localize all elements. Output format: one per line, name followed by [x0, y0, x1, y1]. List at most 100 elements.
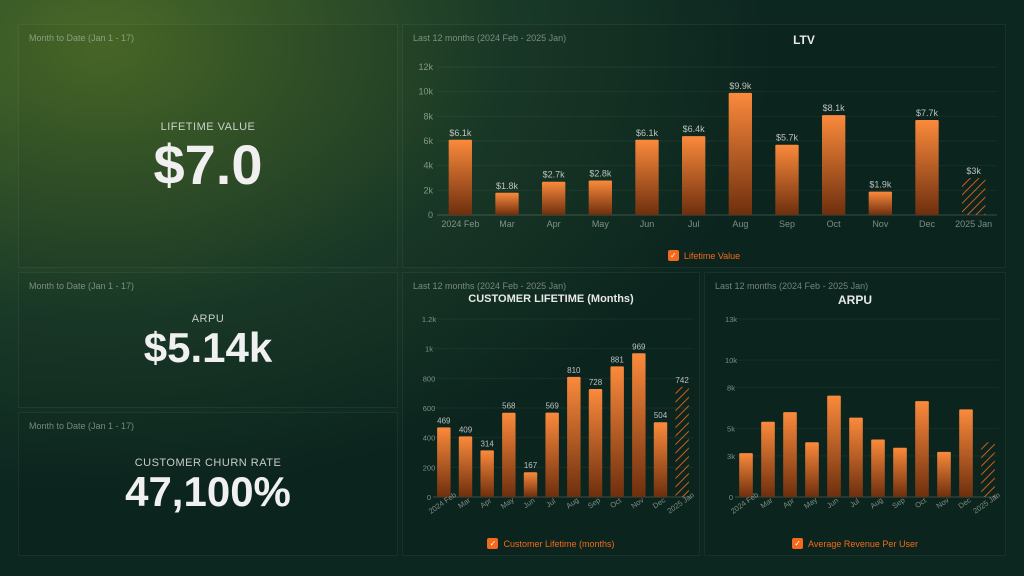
svg-text:$6.4k: $6.4k [683, 124, 706, 134]
svg-text:Jun: Jun [640, 219, 655, 229]
clt-chart-period: Last 12 months (2024 Feb - 2025 Jan) [413, 281, 566, 291]
checkbox-icon[interactable]: ✓ [487, 538, 498, 549]
svg-text:2024 Feb: 2024 Feb [441, 219, 479, 229]
arpu-chart: 03k5k8k10k13k2024 FebMarAprMayJunJulAugS… [705, 309, 1007, 533]
kpi-ltv-label: LIFETIME VALUE [19, 121, 397, 133]
svg-text:8k: 8k [727, 383, 735, 392]
svg-text:$9.9k: $9.9k [729, 81, 752, 91]
svg-text:167: 167 [524, 461, 538, 470]
svg-text:Apr: Apr [478, 496, 493, 510]
ltv-chart-panel: Last 12 months (2024 Feb - 2025 Jan) LTV… [402, 24, 1006, 268]
svg-text:2k: 2k [423, 185, 433, 195]
arpu-chart-title: ARPU [705, 293, 1005, 307]
svg-text:810: 810 [567, 366, 581, 375]
ltv-chart-title: LTV [403, 33, 1005, 47]
svg-text:May: May [592, 219, 610, 229]
svg-text:4k: 4k [423, 161, 433, 171]
svg-text:Apr: Apr [781, 496, 796, 510]
svg-text:$2.8k: $2.8k [589, 168, 612, 178]
svg-text:Nov: Nov [935, 495, 951, 510]
svg-text:Mar: Mar [499, 219, 515, 229]
svg-text:Jul: Jul [848, 496, 861, 509]
svg-text:Dec: Dec [919, 219, 936, 229]
kpi-arpu-period: Month to Date (Jan 1 - 17) [29, 281, 134, 291]
svg-text:0: 0 [428, 210, 433, 220]
svg-text:568: 568 [502, 402, 516, 411]
svg-text:$1.8k: $1.8k [496, 181, 519, 191]
clt-legend-label: Customer Lifetime (months) [503, 539, 614, 549]
svg-text:5k: 5k [727, 425, 735, 434]
svg-text:Nov: Nov [872, 219, 889, 229]
svg-text:1k: 1k [425, 345, 433, 354]
kpi-arpu-value: $5.14k [19, 327, 397, 369]
svg-text:Aug: Aug [564, 495, 580, 510]
arpu-chart-panel: Last 12 months (2024 Feb - 2025 Jan) ARP… [704, 272, 1006, 556]
kpi-ltv-panel: Month to Date (Jan 1 - 17) LIFETIME VALU… [18, 24, 398, 268]
svg-text:Mar: Mar [759, 495, 775, 510]
clt-chart: 02004006008001k1.2k4692024 Feb409Mar314A… [403, 309, 701, 533]
svg-text:881: 881 [610, 355, 624, 364]
svg-text:Sep: Sep [586, 495, 602, 510]
svg-text:$5.7k: $5.7k [776, 133, 799, 143]
svg-text:Sep: Sep [779, 219, 795, 229]
arpu-legend-label: Average Revenue Per User [808, 539, 918, 549]
checkbox-icon[interactable]: ✓ [668, 250, 679, 261]
svg-text:Apr: Apr [547, 219, 561, 229]
svg-text:742: 742 [675, 376, 689, 385]
svg-text:Oct: Oct [913, 495, 928, 510]
svg-text:569: 569 [545, 402, 559, 411]
svg-text:10k: 10k [725, 356, 737, 365]
svg-text:Aug: Aug [732, 219, 748, 229]
svg-text:0: 0 [729, 493, 733, 502]
svg-text:$3k: $3k [966, 166, 981, 176]
clt-chart-panel: Last 12 months (2024 Feb - 2025 Jan) CUS… [402, 272, 700, 556]
svg-text:12k: 12k [418, 62, 433, 72]
svg-text:800: 800 [423, 374, 436, 383]
svg-text:13k: 13k [725, 315, 737, 324]
svg-text:$6.1k: $6.1k [449, 128, 472, 138]
svg-text:6k: 6k [423, 136, 433, 146]
svg-text:$1.9k: $1.9k [869, 180, 892, 190]
arpu-chart-period: Last 12 months (2024 Feb - 2025 Jan) [715, 281, 868, 291]
svg-text:Oct: Oct [608, 495, 623, 510]
svg-text:728: 728 [589, 378, 603, 387]
svg-text:3k: 3k [727, 452, 735, 461]
kpi-churn-period: Month to Date (Jan 1 - 17) [29, 421, 134, 431]
kpi-ltv-value: $7.0 [19, 137, 397, 193]
svg-text:Jun: Jun [522, 496, 537, 510]
svg-text:1.2k: 1.2k [422, 315, 436, 324]
svg-text:469: 469 [437, 416, 451, 425]
ltv-chart: 0 2k 4k 6k 8k 10k 12k $6.1k 2024 Feb $1.8k Mar $2.7… [403, 49, 1007, 245]
svg-text:200: 200 [423, 463, 436, 472]
svg-text:$8.1k: $8.1k [823, 103, 846, 113]
svg-text:10k: 10k [418, 87, 433, 97]
kpi-churn-panel: Month to Date (Jan 1 - 17) CUSTOMER CHUR… [18, 412, 398, 556]
kpi-arpu-panel: Month to Date (Jan 1 - 17) ARPU $5.14k [18, 272, 398, 408]
svg-text:Oct: Oct [827, 219, 842, 229]
arpu-legend[interactable]: ✓ Average Revenue Per User [705, 538, 1005, 549]
svg-text:Jul: Jul [544, 496, 557, 509]
svg-text:$6.1k: $6.1k [636, 128, 659, 138]
svg-text:Mar: Mar [456, 495, 472, 510]
svg-text:504: 504 [654, 411, 668, 420]
svg-text:Sep: Sep [891, 495, 907, 510]
svg-text:Jun: Jun [825, 496, 840, 510]
svg-text:Jul: Jul [688, 219, 700, 229]
svg-text:0: 0 [427, 493, 431, 502]
checkbox-icon[interactable]: ✓ [792, 538, 803, 549]
svg-text:400: 400 [423, 434, 436, 443]
kpi-churn-value: 47,100% [19, 471, 397, 513]
svg-text:314: 314 [480, 439, 494, 448]
clt-legend[interactable]: ✓ Customer Lifetime (months) [403, 538, 699, 549]
svg-text:2025 Jan: 2025 Jan [955, 219, 992, 229]
kpi-ltv-period: Month to Date (Jan 1 - 17) [29, 33, 134, 43]
svg-text:8k: 8k [423, 111, 433, 121]
ltv-legend-label: Lifetime Value [684, 251, 740, 261]
svg-text:969: 969 [632, 342, 646, 351]
svg-text:$2.7k: $2.7k [543, 170, 566, 180]
ltv-legend[interactable]: ✓ Lifetime Value [403, 250, 1005, 261]
svg-text:600: 600 [423, 404, 436, 413]
clt-chart-title: CUSTOMER LIFETIME (Months) [403, 293, 699, 305]
svg-text:409: 409 [459, 425, 473, 434]
svg-text:$7.7k: $7.7k [916, 108, 939, 118]
